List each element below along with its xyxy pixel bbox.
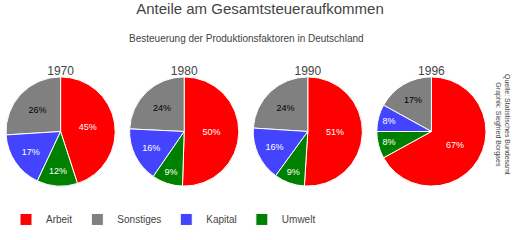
svg-text:16%: 16% (265, 142, 283, 152)
svg-text:24%: 24% (277, 103, 295, 113)
svg-text:1996: 1996 (418, 64, 445, 78)
svg-text:45%: 45% (79, 122, 97, 132)
svg-text:Arbeit: Arbeit (46, 214, 72, 225)
svg-text:1970: 1970 (47, 64, 74, 78)
svg-text:51%: 51% (326, 127, 344, 137)
svg-text:12%: 12% (49, 166, 67, 176)
svg-text:24%: 24% (153, 103, 171, 113)
svg-text:67%: 67% (446, 140, 464, 150)
svg-text:9%: 9% (164, 167, 177, 177)
svg-text:Anteile am Gesamtsteueraufkomm: Anteile am Gesamtsteueraufkommen (136, 0, 384, 17)
svg-text:1990: 1990 (294, 64, 321, 78)
svg-text:Umwelt: Umwelt (282, 214, 316, 225)
svg-text:17%: 17% (404, 95, 422, 105)
svg-text:26%: 26% (29, 105, 47, 115)
svg-text:Kapital: Kapital (206, 214, 237, 225)
svg-text:1980: 1980 (171, 64, 198, 78)
svg-text:50%: 50% (202, 127, 220, 137)
svg-text:8%: 8% (383, 137, 396, 147)
svg-text:9%: 9% (287, 167, 300, 177)
svg-text:8%: 8% (383, 116, 396, 126)
svg-text:17%: 17% (22, 147, 40, 157)
svg-text:16%: 16% (142, 143, 160, 153)
svg-text:Besteuerung der Produktionsfak: Besteuerung der Produktionsfaktoren in D… (129, 33, 364, 44)
svg-text:Sonstiges: Sonstiges (117, 214, 161, 225)
svg-text:Quelle: Statistisches Bundesam: Quelle: Statistisches BundesamtGraphik: … (494, 74, 511, 175)
